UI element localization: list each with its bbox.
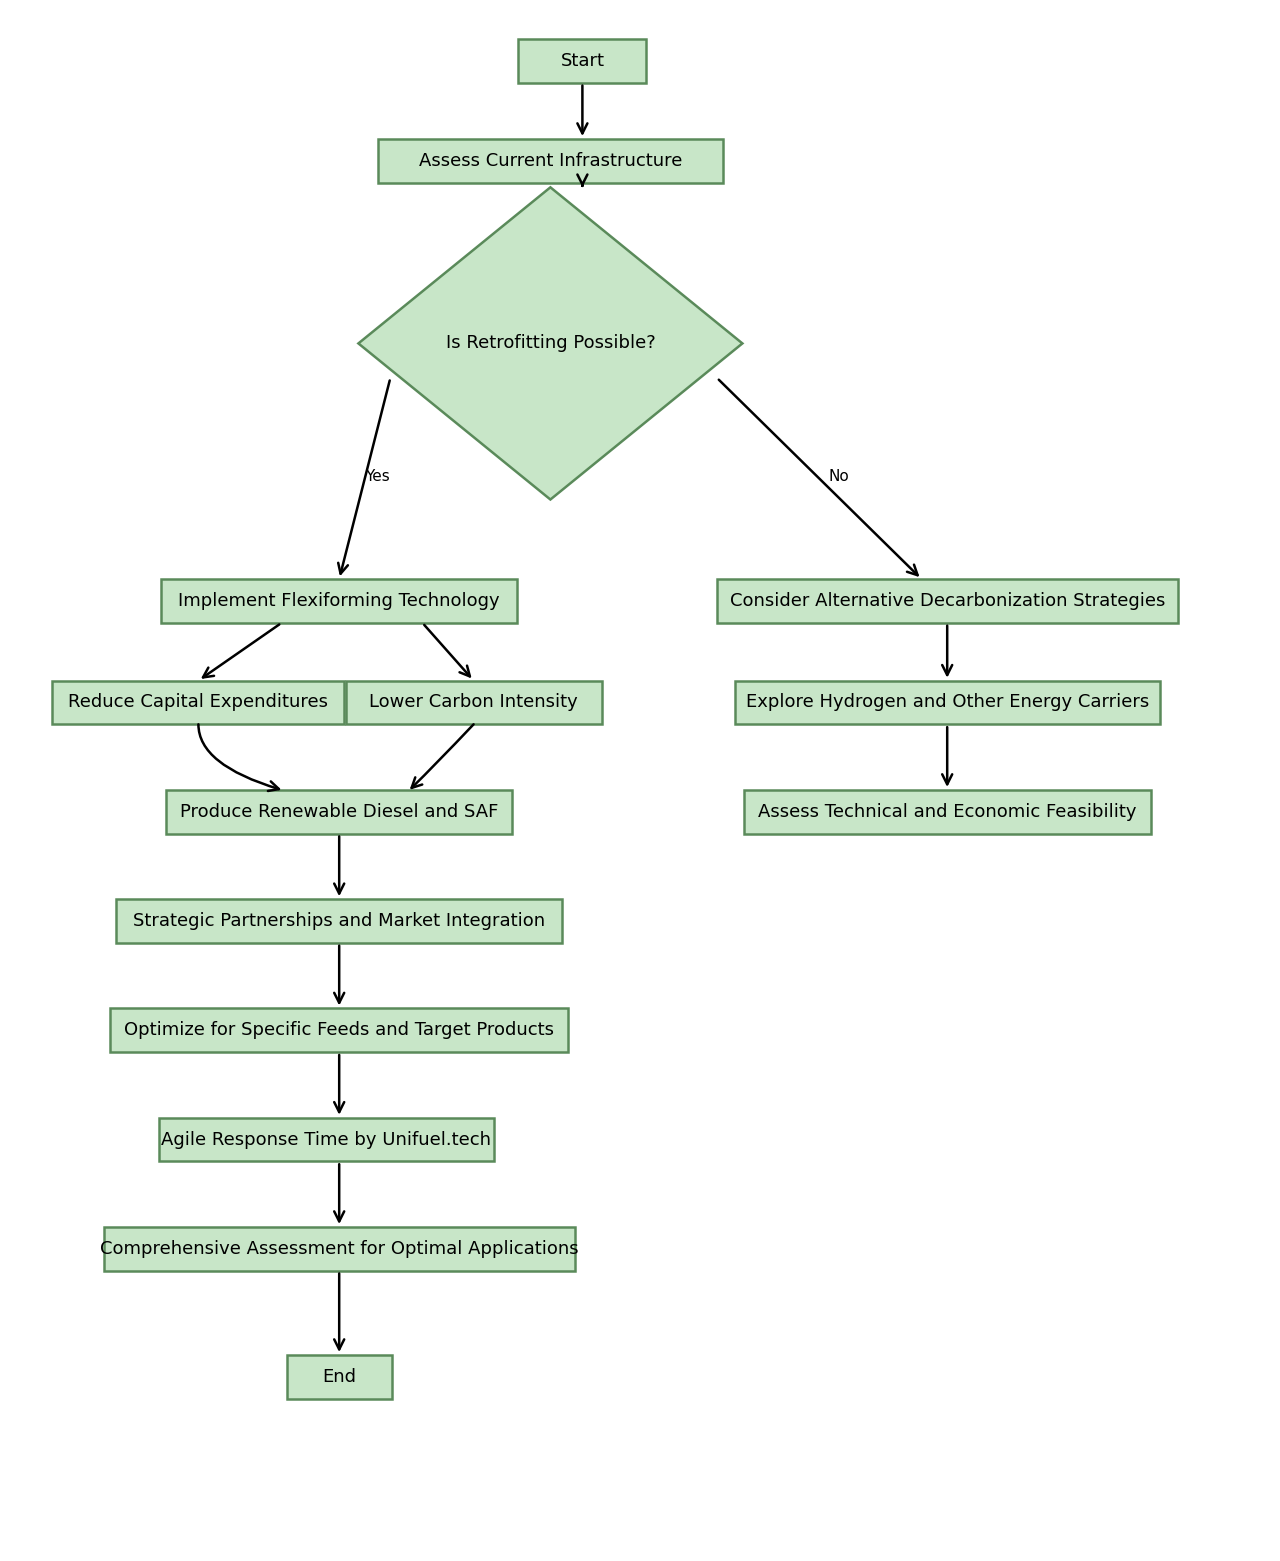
FancyBboxPatch shape <box>378 139 723 183</box>
Text: Explore Hydrogen and Other Energy Carriers: Explore Hydrogen and Other Energy Carrie… <box>745 693 1149 712</box>
Polygon shape <box>358 187 742 500</box>
Text: No: No <box>828 468 849 484</box>
FancyBboxPatch shape <box>52 681 344 724</box>
FancyBboxPatch shape <box>159 1118 494 1161</box>
FancyBboxPatch shape <box>161 579 517 623</box>
Text: Reduce Capital Expenditures: Reduce Capital Expenditures <box>68 693 329 712</box>
FancyBboxPatch shape <box>104 1227 575 1271</box>
FancyArrowPatch shape <box>412 724 474 788</box>
Text: Agile Response Time by Unifuel.tech: Agile Response Time by Unifuel.tech <box>161 1130 492 1149</box>
Text: Assess Technical and Economic Feasibility: Assess Technical and Economic Feasibilit… <box>758 802 1137 821</box>
Text: Implement Flexiforming Technology: Implement Flexiforming Technology <box>178 592 500 610</box>
Text: Assess Current Infrastructure: Assess Current Infrastructure <box>419 151 682 170</box>
FancyBboxPatch shape <box>110 1008 568 1052</box>
FancyArrowPatch shape <box>198 724 279 791</box>
FancyBboxPatch shape <box>287 1355 392 1399</box>
FancyBboxPatch shape <box>346 681 602 724</box>
Text: Strategic Partnerships and Market Integration: Strategic Partnerships and Market Integr… <box>133 912 545 930</box>
Text: Comprehensive Assessment for Optimal Applications: Comprehensive Assessment for Optimal App… <box>100 1239 579 1258</box>
Text: Lower Carbon Intensity: Lower Carbon Intensity <box>369 693 579 712</box>
Text: Produce Renewable Diesel and SAF: Produce Renewable Diesel and SAF <box>180 802 498 821</box>
Text: End: End <box>323 1367 356 1386</box>
FancyBboxPatch shape <box>518 39 646 83</box>
Text: Is Retrofitting Possible?: Is Retrofitting Possible? <box>445 334 655 353</box>
FancyBboxPatch shape <box>116 899 562 943</box>
Text: Optimize for Specific Feeds and Target Products: Optimize for Specific Feeds and Target P… <box>124 1021 554 1040</box>
FancyBboxPatch shape <box>717 579 1178 623</box>
Text: Yes: Yes <box>365 468 390 484</box>
FancyBboxPatch shape <box>735 681 1160 724</box>
FancyBboxPatch shape <box>166 790 512 834</box>
FancyBboxPatch shape <box>744 790 1151 834</box>
Text: Consider Alternative Decarbonization Strategies: Consider Alternative Decarbonization Str… <box>730 592 1165 610</box>
Text: Start: Start <box>561 52 604 70</box>
